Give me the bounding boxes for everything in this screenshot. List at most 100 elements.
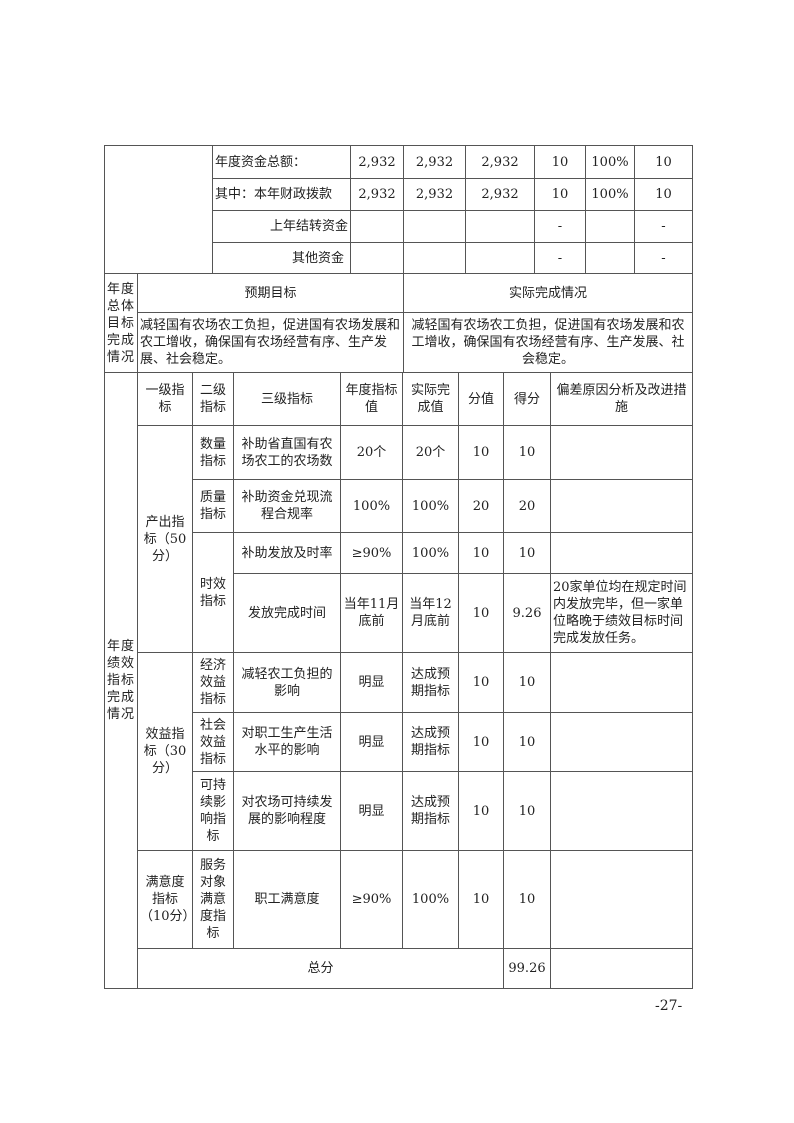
cell: 10 xyxy=(458,850,504,949)
goals-label: 年度总体目标完成情况 xyxy=(104,273,138,373)
note xyxy=(550,771,693,851)
table-row: 可持续影响指标 对农场可持续发展的影响程度 明显 达成预期指标 10 10 xyxy=(105,771,693,851)
cell: ≥90% xyxy=(340,532,403,574)
cell: 10 xyxy=(634,178,693,211)
column-header: 实际完成值 xyxy=(402,372,459,426)
cell: 100% xyxy=(585,145,635,179)
note xyxy=(550,850,693,949)
total-label: 总分 xyxy=(137,948,504,989)
cell: 10 xyxy=(458,573,504,653)
total-note xyxy=(550,948,693,989)
funds-blank-cell xyxy=(104,145,213,274)
column-header: 分值 xyxy=(458,372,504,426)
cell: 10 xyxy=(503,712,551,772)
funds-label: 上年结转资金 xyxy=(212,210,351,243)
cell: 10 xyxy=(458,532,504,574)
cell xyxy=(465,242,535,274)
column-header: 二级指标 xyxy=(192,372,234,426)
cell: - xyxy=(634,242,693,274)
expected-header: 预期目标 xyxy=(137,273,404,313)
indicator-name: 对职工生产生活水平的影响 xyxy=(233,712,341,772)
cell: 20个 xyxy=(340,425,403,480)
cell: 100% xyxy=(340,479,403,533)
group-label: 效益指标（30分） xyxy=(137,652,193,851)
cell: 达成预期指标 xyxy=(402,771,459,851)
note xyxy=(550,532,693,574)
funds-row: 上年结转资金 - - xyxy=(105,210,693,243)
expected-goal-text: 减轻国有农场农工负担，促进国有农场发展和农工增收，确保国有农场经营有序、生产发展… xyxy=(137,312,404,373)
sub-label: 社会效益指标 xyxy=(192,712,234,772)
table-row: 社会效益指标 对职工生产生活水平的影响 明显 达成预期指标 10 10 xyxy=(105,712,693,772)
cell: 10 xyxy=(503,652,551,713)
cell: 2,932 xyxy=(465,178,535,211)
cell: 10 xyxy=(503,532,551,574)
cell: - xyxy=(634,210,693,243)
cell xyxy=(585,210,635,243)
funds-label: 其他资金 xyxy=(212,242,351,274)
cell: 10 xyxy=(503,771,551,851)
note xyxy=(550,652,693,713)
column-header: 三级指标 xyxy=(233,372,341,426)
cell: 100% xyxy=(585,178,635,211)
note: 20家单位均在规定时间内发放完毕，但一家单位略晚于绩效目标时间完成发放任务。 xyxy=(550,573,693,653)
funds-row: 其中：本年财政拨款 2,932 2,932 2,932 10 100% 10 xyxy=(105,178,693,211)
cell: 20 xyxy=(503,479,551,533)
cell: 10 xyxy=(534,145,586,179)
cell xyxy=(403,210,466,243)
page-number: -27- xyxy=(655,998,683,1014)
sub-label: 质量指标 xyxy=(192,479,234,533)
cell: 2,932 xyxy=(403,178,466,211)
header-row: 年度绩效指标完成情况 一级指标 二级指标 三级指标 年度指标值 实际完成值 分值… xyxy=(104,372,693,989)
cell: 10 xyxy=(503,425,551,480)
cell xyxy=(350,242,404,274)
cell: 2,932 xyxy=(350,178,404,211)
indicators-table: 年度绩效指标完成情况 一级指标 二级指标 三级指标 年度指标值 实际完成值 分值… xyxy=(104,372,693,989)
column-header: 得分 xyxy=(503,372,551,426)
cell xyxy=(350,210,404,243)
table-row: 效益指标（30分） 经济效益指标 减轻农工负担的影响 明显 达成预期指标 10 10 xyxy=(105,652,693,851)
table-row: 产出指标（50分） 数量指标 补助省直国有农场农工的农场数 20个 20个 10 10 xyxy=(105,425,693,653)
cell: 10 xyxy=(534,178,586,211)
cell: ≥90% xyxy=(340,850,403,949)
note xyxy=(550,425,693,480)
indicator-name: 补助省直国有农场农工的农场数 xyxy=(233,425,341,480)
cell: 100% xyxy=(402,850,459,949)
cell: - xyxy=(534,242,586,274)
indicator-name: 补助资金兑现流程合规率 xyxy=(233,479,341,533)
sub-label: 服务对象满意度指标 xyxy=(192,850,234,949)
cell: 10 xyxy=(458,425,504,480)
cell xyxy=(465,210,535,243)
indicator-name: 发放完成时间 xyxy=(233,573,341,653)
note xyxy=(550,479,693,533)
total-row: 总分 99.26 xyxy=(105,948,693,989)
sub-label: 经济效益指标 xyxy=(192,652,234,713)
cell: 达成预期指标 xyxy=(402,652,459,713)
cell: 达成预期指标 xyxy=(402,712,459,772)
table-row: 满意度指标（10分） 服务对象满意度指标 职工满意度 ≥90% 100% 10 10 xyxy=(105,850,693,949)
cell: 当年11月底前 xyxy=(340,573,403,653)
indicator-name: 减轻农工负担的影响 xyxy=(233,652,341,713)
cell: 2,932 xyxy=(465,145,535,179)
indicator-name: 对农场可持续发展的影响程度 xyxy=(233,771,341,851)
funds-table: 年度资金总额： 2,932 2,932 2,932 10 100% 10 其中：本年财政拨… xyxy=(104,145,693,274)
total-score: 99.26 xyxy=(503,948,551,989)
cell: 20个 xyxy=(402,425,459,480)
cell: 10 xyxy=(503,850,551,949)
actual-result-text: 减轻国有农场农工负担，促进国有农场发展和农工增收，确保国有农场经营有序、生产发展… xyxy=(403,312,693,373)
cell: 100% xyxy=(402,479,459,533)
note xyxy=(550,712,693,772)
cell: 明显 xyxy=(340,652,403,713)
cell: 明显 xyxy=(340,712,403,772)
cell: 100% xyxy=(402,532,459,574)
indicator-name: 补助发放及时率 xyxy=(233,532,341,574)
funds-row: 年度资金总额： 2,932 2,932 2,932 10 100% 10 xyxy=(104,145,693,274)
table-row: 质量指标 补助资金兑现流程合规率 100% 100% 20 20 xyxy=(105,479,693,533)
group-label: 产出指标（50分） xyxy=(137,425,193,653)
cell: 2,932 xyxy=(350,145,404,179)
column-header: 年度指标值 xyxy=(340,372,403,426)
sub-label: 数量指标 xyxy=(192,425,234,480)
funds-label: 年度资金总额： xyxy=(212,145,351,179)
sub-label: 时效指标 xyxy=(192,532,234,653)
cell: 当年12月底前 xyxy=(402,573,459,653)
